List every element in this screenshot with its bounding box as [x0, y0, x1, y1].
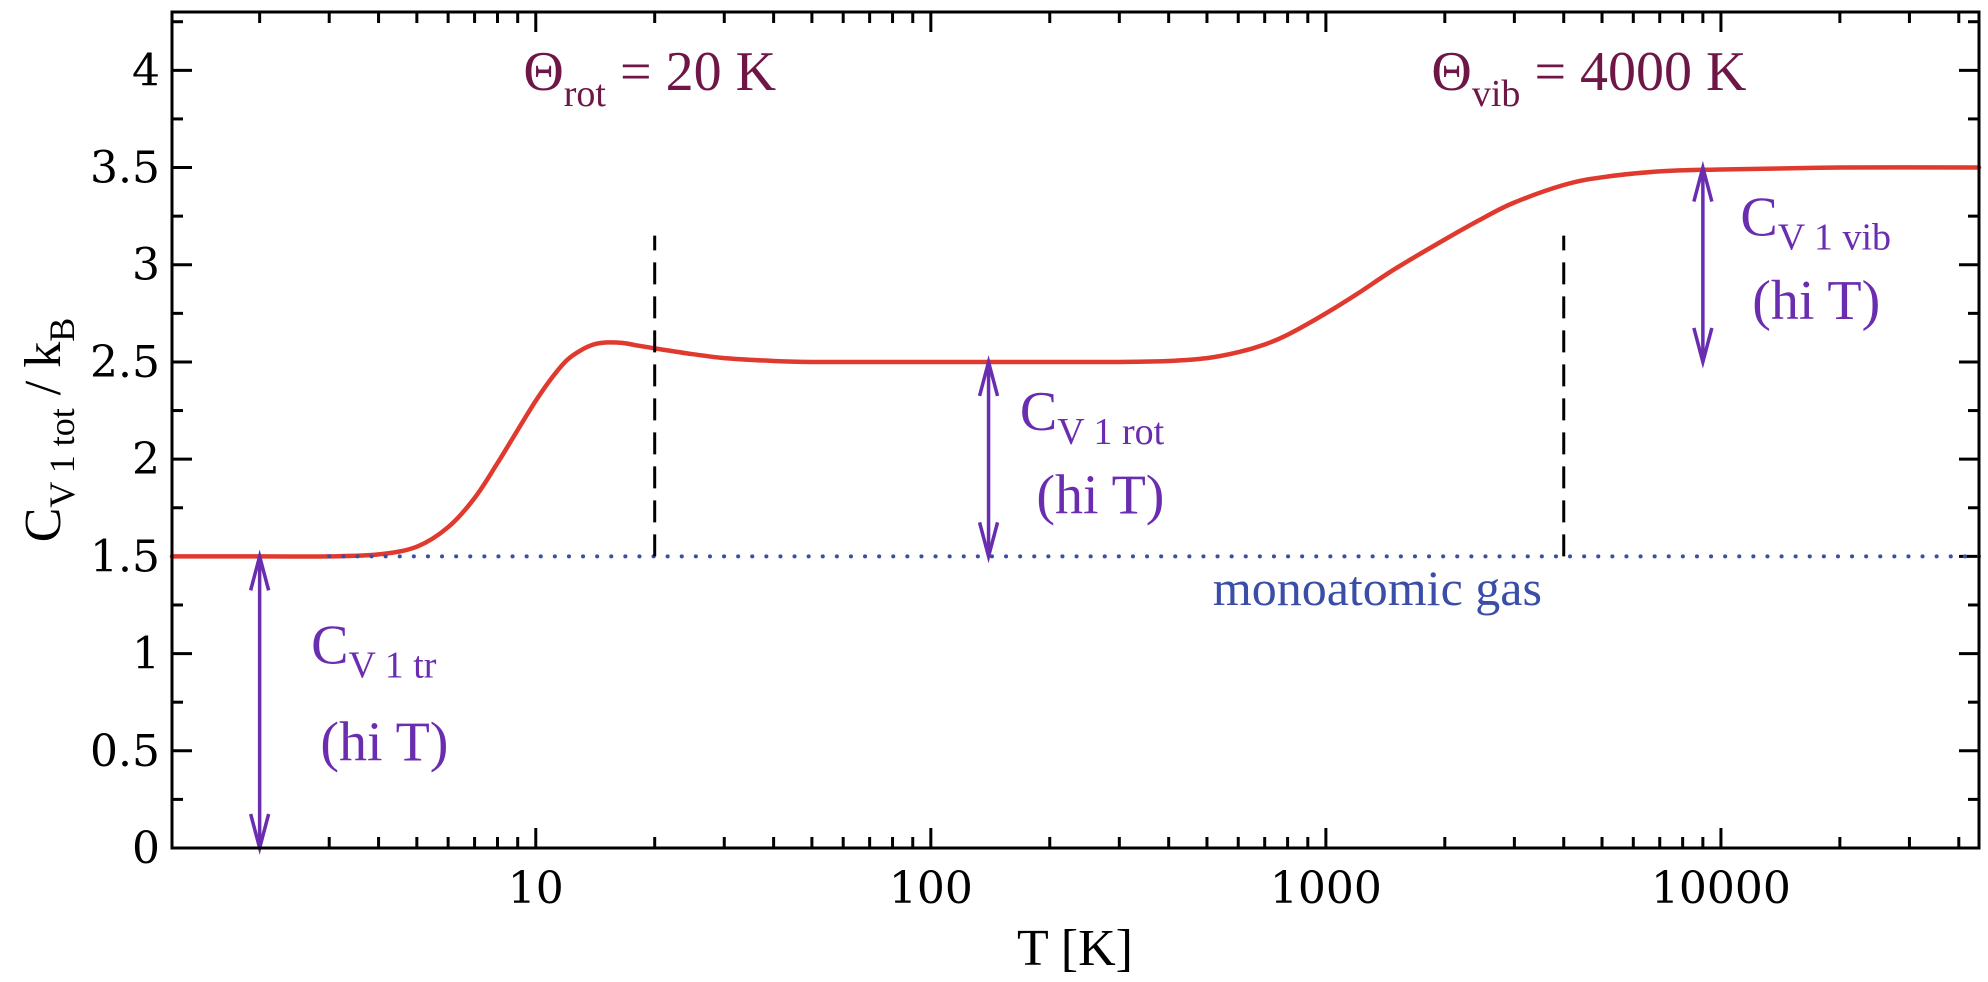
- c-label-subscript: V 1 tr: [348, 644, 436, 686]
- y-tick-label: 2.5: [90, 337, 160, 388]
- plot-frame: [170, 10, 1981, 850]
- c-label-hi-t: (hi T): [1036, 465, 1164, 527]
- y-tick-label: 3.5: [90, 143, 160, 194]
- theta-subscript: vib: [1472, 73, 1521, 115]
- arrow-head-up: [977, 355, 1000, 397]
- x-tick-label: 1000: [1270, 863, 1382, 914]
- labels: Θrot = 20 K Θvib = 4000 KCV 1 tr(hi T)CV …: [311, 41, 1891, 774]
- c-label: CV 1 rot: [1020, 381, 1165, 453]
- series: [169, 165, 1982, 559]
- y-tick-label: 3: [132, 240, 160, 291]
- theta-value: = 20 K: [606, 41, 776, 103]
- c-label-hi-t: (hi T): [320, 712, 448, 774]
- series-cv-curve: [169, 165, 1982, 559]
- x-tick-label: 10000: [1651, 863, 1791, 914]
- y-tick-label: 1: [132, 629, 160, 680]
- ticks: 10 100 1000 10000 0 0.5 1 1.5 2 2.5 3 3.5 4: [90, 12, 1979, 914]
- monoatomic-gas-label: monoatomic gas: [1213, 560, 1542, 616]
- c-label-subscript: V 1 vib: [1778, 217, 1891, 259]
- c-label: CV 1 tr: [311, 614, 437, 686]
- c-label-main: C: [1020, 381, 1057, 443]
- y-tick-label: 1.5: [90, 531, 160, 582]
- c-label: CV 1 vib: [1740, 187, 1891, 259]
- reference-lines: [653, 235, 1566, 557]
- y-axis-title: CV 1 tot / kB: [15, 318, 82, 543]
- y-axis-title-main: C: [15, 508, 72, 543]
- y-tick-label: 0.5: [90, 726, 160, 777]
- c-label-main: C: [1740, 187, 1777, 249]
- theta-value: = 4000 K: [1520, 41, 1746, 103]
- x-tick-label: 100: [889, 863, 973, 914]
- arrow-head-up: [248, 549, 271, 591]
- theta-label: Θvib = 4000 K: [1431, 41, 1746, 115]
- y-axis-title-sub2: B: [42, 318, 82, 342]
- arrow-head-up: [1692, 160, 1714, 202]
- c-label-hi-t: (hi T): [1752, 270, 1880, 332]
- arrow-head-down: [977, 521, 1000, 564]
- theta-label: Θrot = 20 K: [523, 41, 776, 115]
- theta-subscript: rot: [564, 73, 607, 115]
- c-label-subscript: V 1 rot: [1057, 411, 1164, 453]
- y-axis-title-sub1: V 1 tot: [42, 408, 82, 507]
- y-tick-label: 0: [132, 823, 160, 874]
- y-tick-label: 2: [132, 434, 160, 485]
- theta-symbol: Θ: [523, 41, 563, 103]
- y-axis-title-sep: / k: [15, 342, 72, 408]
- x-tick-label: 10: [508, 863, 564, 914]
- theta-symbol: Θ: [1431, 41, 1471, 103]
- x-axis-title: T [K]: [1017, 920, 1133, 977]
- y-tick-label: 4: [132, 45, 160, 96]
- arrows: [248, 160, 1714, 855]
- c-label-main: C: [311, 614, 348, 676]
- arrow-head-down: [1692, 327, 1714, 369]
